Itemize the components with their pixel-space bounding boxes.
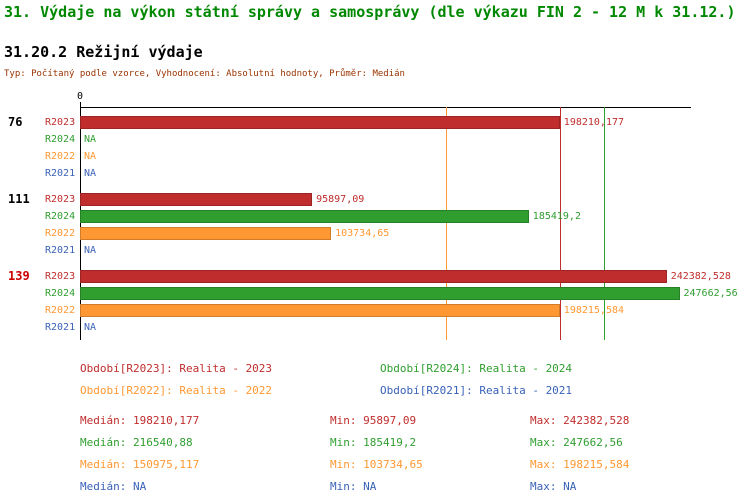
stats-max: Max: 247662,56	[530, 436, 623, 449]
series-label: R2024	[45, 211, 76, 222]
legend: Období[R2023]: Realita - 2023 Období[R202…	[80, 358, 720, 402]
median-lines	[0, 90, 750, 352]
series-label: R2022	[45, 151, 76, 162]
stats-median: Medián: 150975,117	[80, 458, 200, 471]
series-label: R2024	[45, 134, 76, 145]
series-label: R2022	[45, 228, 76, 239]
series-label: R2023	[45, 194, 76, 205]
group-label: 139	[8, 269, 30, 283]
stats-row-r2022: Medián: 150975,117 Min: 103734,65 Max: 198…	[80, 454, 740, 476]
chart-row: R2022 198215,584	[0, 302, 750, 319]
indicator-title: 31.20.2 Režijní výdaje	[4, 43, 203, 61]
bar-value-label: 185419,2	[532, 211, 581, 222]
stats-median: Medián: NA	[80, 480, 147, 493]
chart-row: 139 R2023 242382,528	[0, 268, 750, 285]
chart-row: R2021 NA	[0, 242, 750, 259]
stats: Medián: 198210,177 Min: 95897,09 Max: 2423…	[80, 410, 740, 498]
indicator-meta: Typ: Počítaný podle vzorce, Vyhodnocení:…	[4, 69, 405, 79]
median-line-r2024	[604, 107, 606, 340]
series-label: R2024	[45, 288, 76, 299]
chart-rows: 76 R2023 198210,177 R2024 NA R2022 NA R2021 NA 11…	[0, 90, 750, 352]
bar-r2023	[80, 270, 667, 283]
bar-value-label: 95897,09	[316, 194, 365, 205]
na-label: NA	[84, 151, 97, 162]
bar-r2022	[80, 304, 560, 317]
axis-top-line	[80, 107, 691, 108]
na-label: NA	[84, 168, 97, 179]
series-label: R2021	[45, 322, 76, 333]
bar-value-label: 103734,65	[335, 228, 390, 239]
series-label: R2021	[45, 245, 76, 256]
stats-min: Min: 103734,65	[330, 458, 423, 471]
stats-row-r2021: Medián: NA Min: NA Max: NA	[80, 476, 740, 498]
report-title: 31. Výdaje na výkon státní správy a samo…	[4, 3, 736, 21]
chart-row: R2021 NA	[0, 165, 750, 182]
chart-row: R2022 NA	[0, 148, 750, 165]
legend-item-r2024: Období[R2024]: Realita - 2024	[380, 362, 573, 375]
stats-min: Min: 185419,2	[330, 436, 417, 449]
stats-min: Min: NA	[330, 480, 377, 493]
chart-row: 76 R2023 198210,177	[0, 114, 750, 131]
na-label: NA	[84, 245, 97, 256]
stats-median: Medián: 216540,88	[80, 436, 193, 449]
bar-r2024	[80, 287, 680, 300]
bar-value-label: 242382,528	[670, 271, 731, 282]
bar-value-label: 198215,584	[563, 305, 625, 316]
chart-row: 111 R2023 95897,09	[0, 191, 750, 208]
stats-max: Max: 198215,584	[530, 458, 630, 471]
bar-r2024	[80, 210, 529, 223]
axis-zero-label: 0	[76, 91, 84, 102]
series-label: R2021	[45, 168, 76, 179]
group-label: 111	[8, 192, 30, 206]
chart-row: R2022 103734,65	[0, 225, 750, 242]
median-line-r2023	[559, 107, 561, 340]
stats-max: Max: NA	[530, 480, 577, 493]
bar-r2022	[80, 227, 332, 240]
stats-min: Min: 95897,09	[330, 414, 417, 427]
bar-r2023	[80, 193, 313, 206]
bar-chart: 0 76 R2023 198210,177 R2024 NA R2022 NA R2021 NA…	[0, 90, 750, 352]
stats-max: Max: 242382,528	[530, 414, 630, 427]
bar-r2023	[80, 116, 560, 129]
legend-item-r2021: Období[R2021]: Realita - 2021	[380, 384, 573, 397]
chart-row: R2024 247662,56	[0, 285, 750, 302]
group-label: 76	[8, 115, 23, 129]
legend-item-r2022: Období[R2022]: Realita - 2022	[80, 384, 273, 397]
stats-median: Medián: 198210,177	[80, 414, 200, 427]
bar-value-label: 198210,177	[563, 117, 625, 128]
chart-row: R2024 NA	[0, 131, 750, 148]
chart-row: R2024 185419,2	[0, 208, 750, 225]
series-label: R2022	[45, 305, 76, 316]
stats-row-r2023: Medián: 198210,177 Min: 95897,09 Max: 2423…	[80, 410, 740, 432]
na-label: NA	[84, 322, 97, 333]
chart-row: R2021 NA	[0, 319, 750, 336]
stats-row-r2024: Medián: 216540,88 Min: 185419,2 Max: 24766…	[80, 432, 740, 454]
legend-item-r2023: Období[R2023]: Realita - 2023	[80, 362, 273, 375]
bar-value-label: 247662,56	[683, 288, 738, 299]
series-label: R2023	[45, 117, 76, 128]
na-label: NA	[84, 134, 97, 145]
series-label: R2023	[45, 271, 76, 282]
median-line-r2022	[445, 107, 447, 340]
